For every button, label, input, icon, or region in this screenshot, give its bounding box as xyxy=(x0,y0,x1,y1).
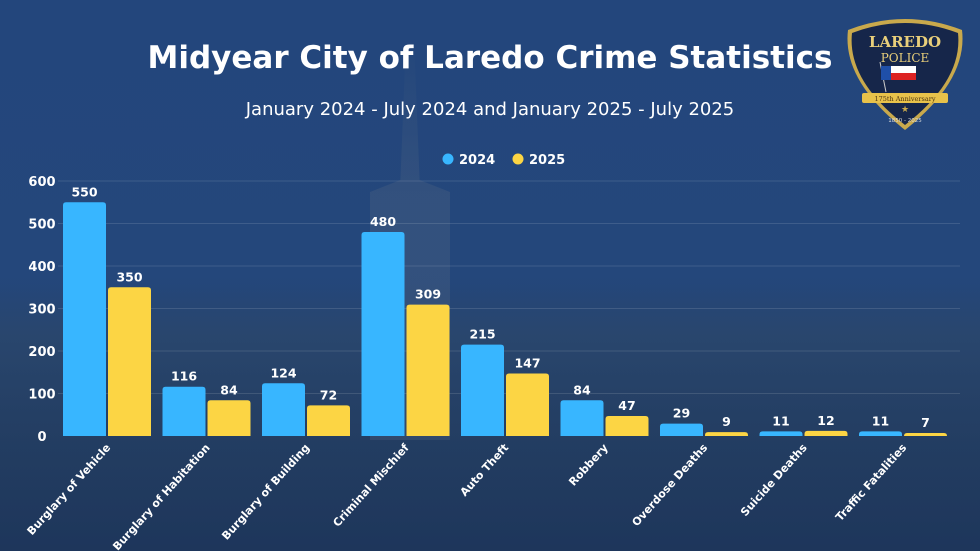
x-category-label: Robbery xyxy=(566,441,610,488)
bar-value-label: 147 xyxy=(514,356,540,371)
bar-2024 xyxy=(560,400,604,436)
bar-value-label: 550 xyxy=(71,184,97,199)
bar-value-label: 84 xyxy=(573,382,591,397)
y-tick-label: 500 xyxy=(28,218,55,233)
legend-label-2024: 2024 xyxy=(459,153,495,168)
bar-2024 xyxy=(262,383,305,436)
bar-2024 xyxy=(859,431,902,436)
bar-value-label: 215 xyxy=(469,327,495,342)
texas-flag-icon xyxy=(881,66,891,80)
badge-text-police: POLICE xyxy=(881,51,930,65)
bar-2025 xyxy=(804,430,848,436)
chart-legend: 2024 2025 xyxy=(442,153,565,168)
bar-value-label: 116 xyxy=(171,369,197,384)
y-tick-label: 200 xyxy=(28,345,55,360)
x-category-label: Burglary of Vehicle xyxy=(25,441,114,537)
bar-value-label: 11 xyxy=(872,413,889,428)
bar-2024 xyxy=(63,202,106,436)
page-title: Midyear City of Laredo Crime Statistics xyxy=(148,40,833,76)
bar-2025 xyxy=(506,373,549,436)
bar-2025 xyxy=(705,432,748,436)
badge-text-laredo: LAREDO xyxy=(869,33,941,51)
bar-2025 xyxy=(207,400,251,436)
legend-marker-2024 xyxy=(442,153,454,165)
y-tick-label: 400 xyxy=(28,260,55,275)
y-tick-label: 100 xyxy=(28,388,55,403)
y-tick-label: 300 xyxy=(28,303,55,318)
x-category-label: Auto Theft xyxy=(458,441,512,499)
x-category-label: Traffic Fatalities xyxy=(833,441,909,524)
badge-years: 1850 - 2025 xyxy=(888,118,922,124)
bar-value-label: 309 xyxy=(415,287,441,302)
legend-label-2025: 2025 xyxy=(529,153,565,168)
bar-2024 xyxy=(162,386,206,436)
bar-2025 xyxy=(605,416,649,436)
bar-2024 xyxy=(461,344,504,436)
x-category-label: Criminal Mischief xyxy=(330,441,411,529)
y-tick-label: 600 xyxy=(28,175,55,190)
bar-value-label: 84 xyxy=(220,382,238,397)
bar-2024 xyxy=(361,232,405,436)
legend-marker-2025 xyxy=(512,153,524,165)
badge-ribbon-text: 175th Anniversary xyxy=(874,95,935,103)
bar-value-label: 47 xyxy=(618,398,635,413)
x-category-label: Burglary of Building xyxy=(219,441,312,542)
y-tick-label: 0 xyxy=(37,430,46,445)
bar-2025 xyxy=(307,405,350,436)
bar-2025 xyxy=(904,433,947,436)
bar-value-label: 480 xyxy=(370,214,396,229)
bar-value-label: 9 xyxy=(722,414,731,429)
badge-star-icon: ★ xyxy=(901,105,909,115)
bar-value-label: 350 xyxy=(116,269,142,284)
bar-value-label: 124 xyxy=(270,365,296,380)
x-category-label: Suicide Deaths xyxy=(738,441,810,519)
bar-2024 xyxy=(660,423,703,436)
police-badge-logo: LAREDO POLICE 175th Anniversary ★ 1850 -… xyxy=(847,19,963,130)
x-category-label: Burglary of Habitation xyxy=(110,441,212,551)
bar-value-label: 11 xyxy=(772,413,789,428)
bar-2025 xyxy=(406,304,450,436)
bar-value-label: 72 xyxy=(320,387,337,402)
bar-value-label: 29 xyxy=(673,406,690,421)
bar-value-label: 7 xyxy=(921,415,930,430)
bar-value-label: 12 xyxy=(817,413,834,428)
bar-2025 xyxy=(108,287,151,436)
x-category-label: Overdose Deaths xyxy=(629,441,710,529)
bar-2024 xyxy=(759,431,803,436)
page-subtitle: January 2024 - July 2024 and January 202… xyxy=(245,99,735,120)
